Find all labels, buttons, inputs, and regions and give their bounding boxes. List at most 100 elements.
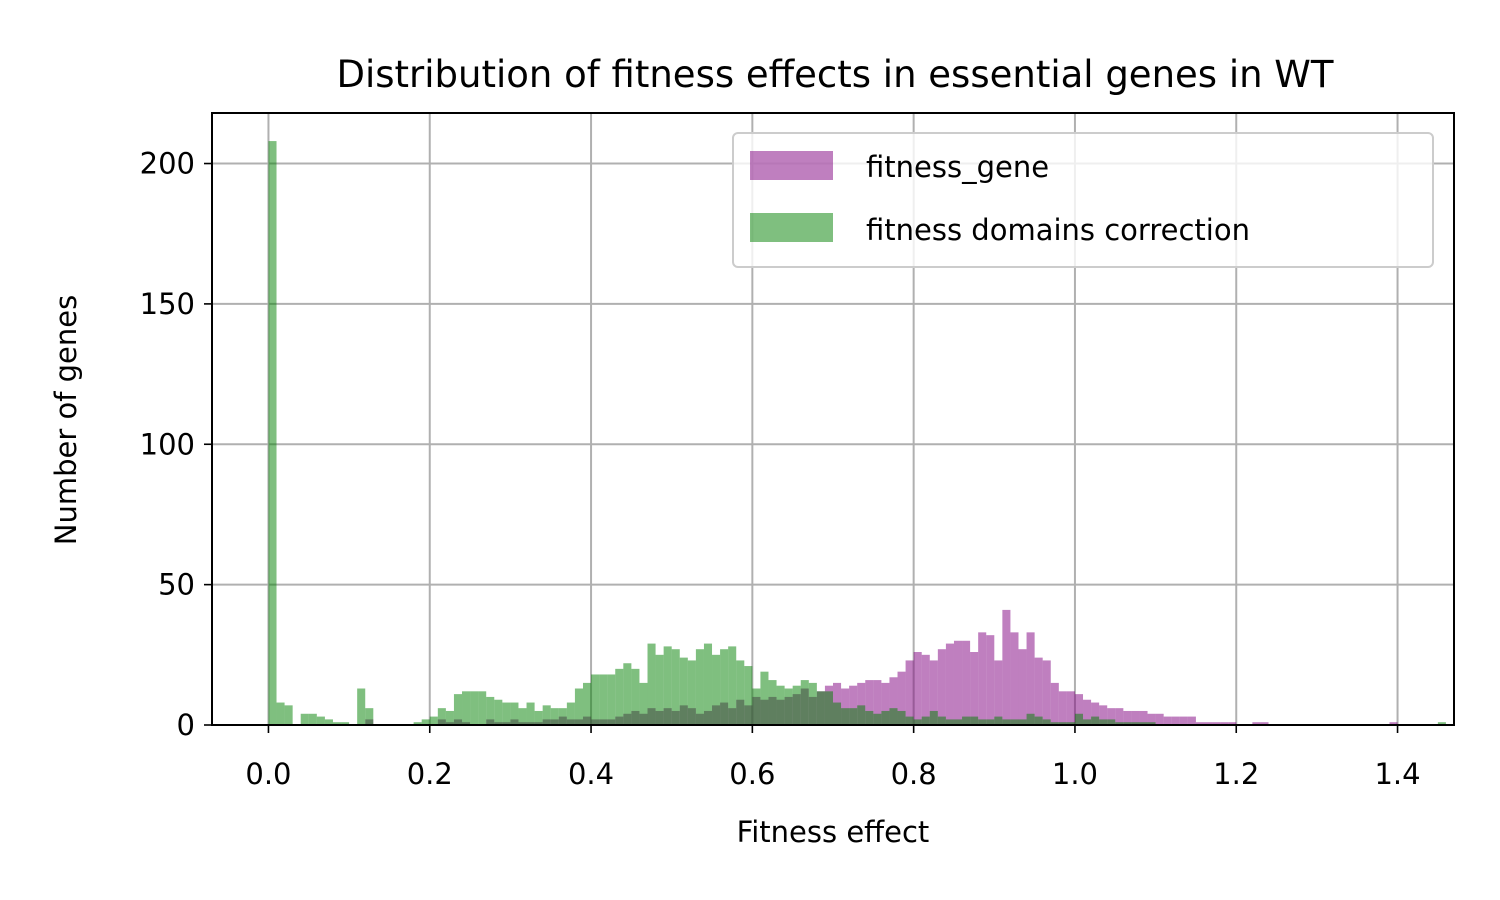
bar-fitness-domains-correction (687, 660, 696, 725)
bar-fitness-gene (986, 635, 995, 725)
bar-fitness-gene (1066, 691, 1075, 725)
bar-fitness-gene (1252, 722, 1261, 725)
bar-fitness-domains-correction (421, 719, 430, 725)
bar-fitness-gene (1147, 713, 1156, 725)
bar-fitness-domains-correction (268, 141, 277, 726)
bar-fitness-domains-correction (284, 705, 293, 725)
bar-fitness-gene (1163, 716, 1172, 725)
bar-fitness-domains-correction (865, 710, 874, 725)
bar-fitness-domains-correction (655, 654, 664, 725)
bar-fitness-domains-correction (873, 713, 882, 725)
bar-fitness-domains-correction (881, 710, 890, 725)
bar-fitness-domains-correction (437, 708, 446, 725)
bar-fitness-domains-correction (1042, 719, 1051, 725)
bar-fitness-gene (913, 652, 922, 725)
bar-fitness-domains-correction (1018, 719, 1027, 725)
bar-fitness-gene (1074, 694, 1084, 725)
bar-fitness-domains-correction (1058, 722, 1067, 725)
bar-fitness-domains-correction (712, 654, 721, 725)
bar-fitness-gene (1091, 702, 1100, 725)
bar-fitness-domains-correction (1147, 722, 1156, 725)
y-tick-label: 0 (177, 708, 195, 742)
bar-fitness-domains-correction (607, 674, 616, 725)
bar-fitness-domains-correction (1099, 719, 1108, 725)
tick-labels: 0.0 0.2 0.4 0.6 0.8 1.0 1.2 1.4 0 50 100 150 200 (140, 147, 1421, 791)
bar-fitness-domains-correction (308, 713, 317, 725)
bar-fitness-domains-correction (800, 680, 809, 725)
y-tick-label: 100 (140, 427, 195, 461)
bar-fitness-gene (1228, 722, 1237, 725)
bar-fitness-domains-correction (857, 705, 866, 725)
bar-fitness-domains-correction (945, 719, 954, 725)
bar-fitness-gene (897, 671, 906, 725)
bar-fitness-domains-correction (615, 668, 624, 725)
bar-fitness-domains-correction (760, 671, 769, 725)
bar-fitness-domains-correction (1010, 719, 1019, 725)
bar-fitness-domains-correction (1083, 719, 1092, 725)
bar-fitness-domains-correction (558, 708, 567, 725)
bar-fitness-domains-correction (316, 716, 325, 725)
bar-fitness-gene (865, 680, 874, 725)
bar-fitness-domains-correction (332, 722, 342, 725)
bar-fitness-domains-correction (1131, 722, 1140, 725)
bar-fitness-domains-correction (913, 719, 922, 725)
bar-fitness-domains-correction (534, 710, 543, 725)
bar-fitness-domains-correction (526, 702, 535, 725)
bar-fitness-gene (994, 660, 1003, 725)
bar-fitness-gene (1212, 722, 1221, 725)
bar-fitness-domains-correction (849, 708, 858, 725)
bar-fitness-domains-correction (1139, 722, 1148, 725)
bar-fitness-gene (1058, 691, 1067, 725)
bar-fitness-domains-correction (639, 682, 648, 725)
x-tick-label: 0.8 (891, 757, 937, 791)
x-axis-label: Fitness effect (737, 815, 930, 849)
bar-fitness-domains-correction (994, 716, 1003, 725)
bar-fitness-domains-correction (889, 708, 898, 725)
chart-title: Distribution of fitness effects in essen… (337, 53, 1334, 96)
bar-fitness-gene (1083, 699, 1092, 725)
bar-fitness-domains-correction (276, 702, 285, 725)
bar-fitness-domains-correction (324, 719, 333, 725)
legend-label-fitness-domains-correction: fitness domains correction (866, 213, 1250, 247)
bar-fitness-gene (953, 640, 963, 725)
bar-fitness-gene (1018, 649, 1027, 725)
bar-fitness-domains-correction (470, 691, 479, 725)
bar-fitness-gene (1050, 682, 1059, 725)
x-tick-label: 1.4 (1374, 757, 1420, 791)
bar-fitness-gene (857, 682, 866, 725)
bar-fitness-domains-correction (510, 702, 519, 725)
histogram-bars (268, 141, 1446, 726)
y-axis-label: Number of genes (49, 295, 83, 545)
bar-fitness-domains-correction (720, 649, 729, 725)
bar-fitness-domains-correction (1050, 722, 1059, 725)
bar-fitness-domains-correction (824, 691, 833, 725)
bar-fitness-domains-correction (550, 708, 559, 725)
bar-fitness-gene (889, 677, 898, 725)
plot-frame (211, 112, 1455, 726)
axes (204, 112, 1455, 733)
bar-fitness-gene (1155, 713, 1164, 725)
y-tick-label: 150 (140, 287, 195, 321)
bar-fitness-gene (1131, 710, 1140, 725)
bar-fitness-domains-correction (445, 710, 454, 725)
bar-fitness-gene (1107, 708, 1116, 725)
bar-fitness-gene (945, 643, 954, 725)
y-tick-label: 50 (158, 568, 195, 602)
bar-fitness-domains-correction (429, 716, 438, 725)
x-tick-label: 0.0 (245, 757, 291, 791)
bar-fitness-gene (1042, 660, 1051, 725)
bar-fitness-domains-correction (1115, 722, 1124, 725)
x-tick-label: 0.4 (568, 757, 614, 791)
bar-fitness-domains-correction (453, 694, 463, 725)
bar-fitness-domains-correction (599, 674, 608, 725)
bar-fitness-gene (1139, 710, 1148, 725)
bar-fitness-domains-correction (486, 696, 495, 725)
bar-fitness-gene (1026, 632, 1035, 725)
bar-fitness-domains-correction (970, 716, 979, 725)
bar-fitness-domains-correction (1002, 719, 1011, 725)
bar-fitness-domains-correction (300, 713, 309, 725)
bar-fitness-domains-correction (413, 722, 422, 725)
bar-fitness-domains-correction (728, 646, 737, 725)
bar-fitness-gene (905, 660, 914, 725)
